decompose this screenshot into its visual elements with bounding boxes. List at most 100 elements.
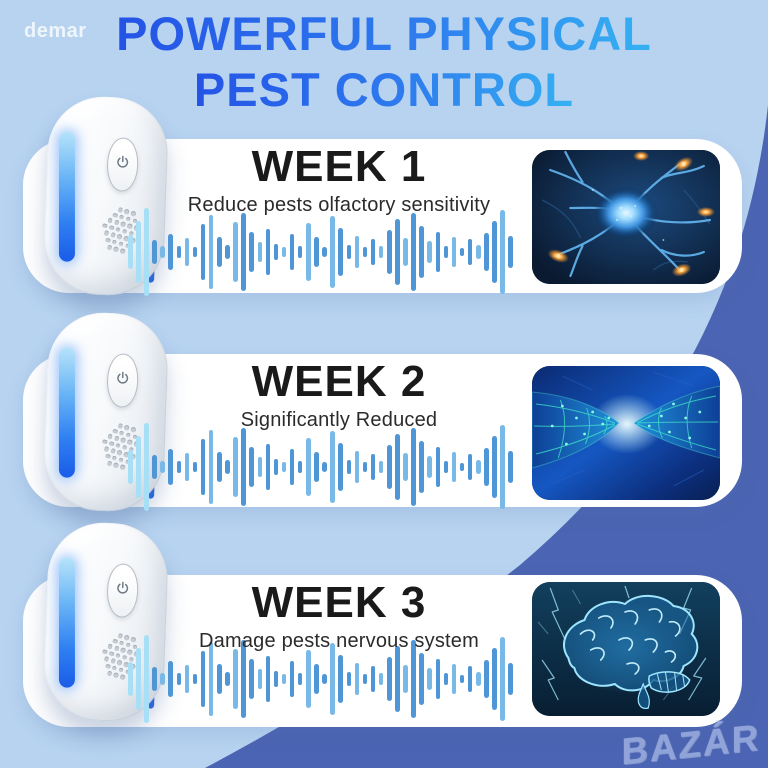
soundwave-bar: [378, 246, 384, 258]
speaker-hole: [118, 430, 125, 436]
speaker-hole: [108, 224, 115, 231]
soundwave-bar: [192, 247, 198, 257]
soundwave-bar: [322, 462, 327, 472]
soundwave-bar: [492, 221, 497, 283]
week-3-subtitle: Damage pests nervous system: [199, 630, 479, 652]
speaker-hole: [108, 650, 115, 657]
soundwave-bar: [451, 664, 457, 694]
device-led-strip-left: [58, 131, 75, 262]
soundwave-bar: [306, 438, 311, 496]
soundwave-bar: [346, 672, 352, 686]
soundwave-bar: [200, 651, 206, 707]
synapse-image: [532, 366, 720, 500]
soundwave-bar: [395, 219, 400, 285]
soundwave-bar: [192, 674, 198, 684]
soundwave-bar: [200, 224, 206, 280]
soundwave-bar: [281, 462, 287, 472]
soundwave-bar: [378, 461, 384, 473]
power-icon: [115, 154, 131, 175]
speaker-hole: [111, 665, 118, 671]
speaker-hole: [116, 449, 123, 456]
soundwave-bar: [160, 673, 165, 685]
speaker-hole: [119, 248, 126, 254]
speaker-hole: [121, 654, 128, 661]
page-title: POWERFUL PHYSICAL PEST CONTROL: [0, 6, 768, 118]
soundwave-bar: [451, 452, 457, 482]
speaker-hole: [120, 221, 127, 227]
speaker-hole: [103, 229, 110, 236]
soundwave-bar: [273, 244, 279, 260]
speaker-hole: [113, 219, 120, 225]
soundwave-bar: [435, 447, 441, 487]
speaker-hole: [115, 226, 121, 233]
speaker-hole: [110, 447, 116, 454]
soundwave-bar: [184, 453, 190, 481]
soundwave-bar: [419, 653, 424, 705]
soundwave-bar: [241, 213, 246, 291]
soundwave-bar: [435, 232, 441, 272]
speaker-hole: [117, 206, 123, 213]
soundwave-bar: [467, 239, 473, 265]
soundwave-bar: [427, 668, 432, 690]
soundwave-bar: [467, 666, 473, 692]
soundwave-bar: [508, 451, 513, 483]
soundwave-bar: [217, 452, 222, 482]
week-2-heading: WEEK 2: [251, 357, 427, 406]
soundwave-bar: [322, 674, 327, 684]
week-3-text: WEEK 3 Damage pests nervous system: [178, 578, 500, 653]
speaker-hole: [107, 643, 113, 650]
speaker-hole: [118, 666, 124, 673]
soundwave-bar: [257, 242, 262, 262]
soundwave-bar: [411, 428, 416, 506]
soundwave-bar: [144, 208, 149, 296]
speaker-hole: [116, 659, 123, 666]
soundwave-bar: [176, 461, 182, 473]
soundwave-bar: [128, 662, 133, 696]
speaker-hole: [103, 655, 110, 662]
title-line-1: POWERFUL PHYSICAL: [116, 7, 652, 60]
soundwave-bar: [281, 674, 287, 684]
speaker-hole: [113, 672, 119, 678]
soundwave-week-3: [128, 631, 520, 727]
speaker-hole: [112, 212, 118, 218]
week-2-subtitle: Significantly Reduced: [240, 409, 438, 431]
soundwave-bar: [484, 233, 489, 271]
soundwave-bar: [217, 664, 222, 694]
repeller-device: [42, 94, 170, 298]
soundwave-bar: [346, 245, 352, 259]
soundwave-bar: [370, 666, 376, 692]
soundwave-bar: [370, 454, 376, 480]
speaker-hole: [117, 632, 123, 639]
speaker-hole: [110, 231, 116, 238]
soundwave-bar: [306, 650, 311, 708]
speaker-hole: [115, 442, 121, 449]
soundwave-bar: [427, 456, 432, 478]
power-button: [106, 353, 140, 409]
soundwave-bar: [476, 672, 481, 686]
soundwave-bar: [451, 237, 457, 267]
soundwave-bar: [322, 247, 327, 257]
power-button: [106, 563, 140, 619]
soundwave-bar: [500, 637, 505, 721]
soundwave-bar: [354, 663, 360, 695]
soundwave-bar: [411, 213, 416, 291]
week-1-subtitle: Reduce pests olfactory sensitivity: [187, 194, 491, 216]
speaker-hole: [115, 652, 121, 659]
week-1-heading: WEEK 1: [251, 142, 427, 191]
soundwave-bar: [225, 460, 230, 474]
soundwave-bar: [200, 439, 206, 495]
speaker-hole: [113, 462, 119, 468]
speaker-hole: [113, 246, 119, 252]
soundwave-bar: [459, 463, 465, 471]
soundwave-bar: [354, 451, 360, 483]
soundwave-bar: [184, 238, 190, 266]
soundwave-bar: [484, 448, 489, 486]
speaker-hole: [110, 657, 116, 664]
soundwave-bar: [395, 434, 400, 500]
speaker-hole: [118, 456, 124, 463]
soundwave-bar: [249, 232, 254, 272]
week-3-heading: WEEK 3: [251, 578, 427, 627]
soundwave-bar: [508, 236, 513, 268]
soundwave-bar: [152, 667, 157, 691]
